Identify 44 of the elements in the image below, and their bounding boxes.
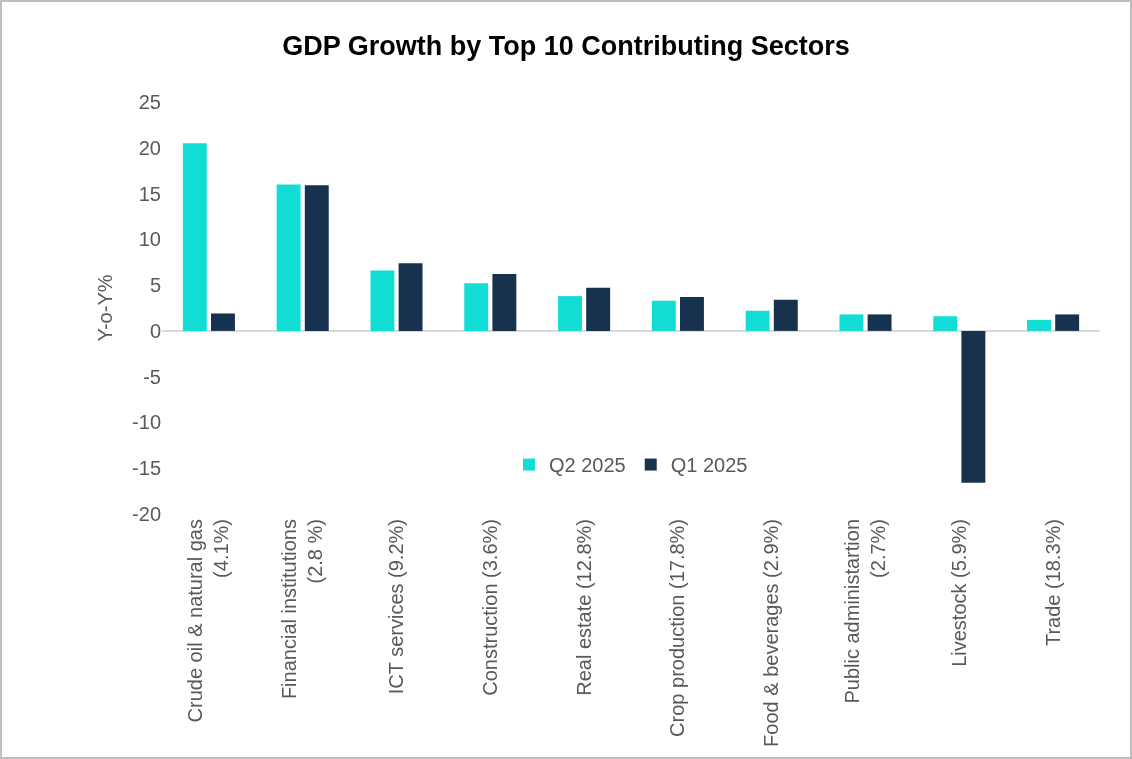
- bar: [745, 310, 770, 331]
- y-tick-label: 5: [149, 274, 161, 297]
- y-tick-label: 20: [138, 136, 161, 159]
- x-tick-label: Livestock (5.9%): [947, 519, 970, 667]
- chart-title: GDP Growth by Top 10 Contributing Sectors: [282, 30, 850, 61]
- x-tick-label: Real estate (12.8%): [572, 519, 595, 696]
- x-tick-label: ICT services (9.2%): [385, 519, 407, 695]
- y-tick-label: -15: [132, 457, 161, 480]
- y-tick-label: 0: [149, 319, 161, 342]
- bar: [651, 300, 676, 331]
- bar: [680, 297, 704, 331]
- bar: [304, 185, 329, 331]
- x-tick-label: Financial institutions (2.8 %): [278, 519, 327, 700]
- bar: [867, 314, 892, 331]
- bar: [370, 270, 395, 331]
- bar: [1055, 314, 1080, 331]
- bar: [211, 313, 235, 331]
- bar: [276, 184, 301, 331]
- y-tick-label: -10: [132, 411, 161, 434]
- x-tick-label: Crop production (17.8%): [666, 519, 689, 737]
- legend-label: Q2 2025: [549, 454, 626, 477]
- bar: [586, 287, 611, 331]
- y-tick-label: 15: [138, 182, 161, 205]
- bar: [464, 283, 489, 331]
- bar: [182, 143, 207, 331]
- bar: [398, 263, 423, 331]
- bar: [492, 274, 517, 331]
- y-tick-label: -20: [132, 503, 161, 525]
- x-tick-label: Food & beverages (2.9%): [760, 519, 783, 747]
- y-tick-label: 10: [138, 228, 161, 251]
- y-axis-title: Y-o-Y%: [94, 274, 116, 342]
- y-tick-label: 25: [138, 91, 161, 113]
- x-tick-label: Crude oil & natural gas (4.1%): [184, 519, 233, 723]
- x-tick-label: Trade (18.3%): [1041, 519, 1064, 647]
- y-tick-label: -5: [143, 365, 161, 388]
- x-tick-label: Public administartion (2.7%): [841, 519, 889, 704]
- legend-label: Q1 2025: [670, 454, 748, 477]
- bar: [558, 296, 582, 331]
- bar: [773, 299, 798, 331]
- bar: [933, 316, 958, 331]
- bar: [839, 314, 864, 331]
- bar: [961, 330, 986, 483]
- bar: [1027, 319, 1051, 331]
- x-tick-label: Construction (3.6%): [478, 519, 501, 696]
